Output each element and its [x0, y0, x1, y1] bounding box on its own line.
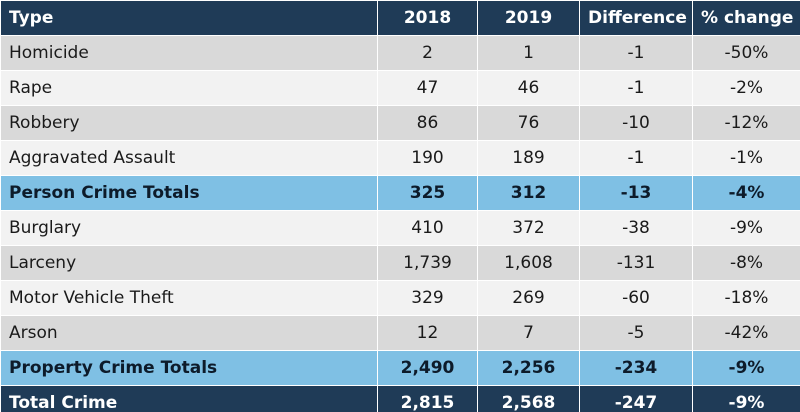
header-type: Type [0, 0, 378, 36]
cell-type: Total Crime [0, 385, 378, 412]
cell-2018: 1,739 [377, 245, 478, 281]
cell-type: Robbery [0, 105, 378, 141]
cell-difference: -1 [579, 70, 693, 106]
cell-pct-change: -18% [692, 280, 800, 316]
cell-type: Property Crime Totals [0, 350, 378, 386]
header-pct-change: % change [692, 0, 800, 36]
cell-2019: 2,256 [477, 350, 580, 386]
table-row: Motor Vehicle Theft 329 269 -60 -18% [0, 280, 800, 316]
cell-difference: -60 [579, 280, 693, 316]
cell-type: Motor Vehicle Theft [0, 280, 378, 316]
table-row: Arson 12 7 -5 -42% [0, 315, 800, 351]
cell-difference: -1 [579, 35, 693, 71]
cell-2018: 410 [377, 210, 478, 246]
cell-difference: -38 [579, 210, 693, 246]
header-row: Type 2018 2019 Difference % change [0, 0, 800, 36]
cell-pct-change: -2% [692, 70, 800, 106]
cell-difference: -13 [579, 175, 693, 211]
cell-type: Person Crime Totals [0, 175, 378, 211]
cell-pct-change: -42% [692, 315, 800, 351]
cell-pct-change: -12% [692, 105, 800, 141]
cell-difference: -1 [579, 140, 693, 176]
cell-type: Burglary [0, 210, 378, 246]
cell-2018: 2,815 [377, 385, 478, 412]
subtotal-row-person: Person Crime Totals 325 312 -13 -4% [0, 175, 800, 211]
table-row: Burglary 410 372 -38 -9% [0, 210, 800, 246]
cell-pct-change: -9% [692, 350, 800, 386]
cell-pct-change: -9% [692, 210, 800, 246]
cell-2018: 325 [377, 175, 478, 211]
cell-2019: 46 [477, 70, 580, 106]
cell-2019: 2,568 [477, 385, 580, 412]
cell-2019: 7 [477, 315, 580, 351]
cell-difference: -247 [579, 385, 693, 412]
cell-2019: 1,608 [477, 245, 580, 281]
cell-pct-change: -4% [692, 175, 800, 211]
cell-2018: 2,490 [377, 350, 478, 386]
cell-difference: -131 [579, 245, 693, 281]
cell-type: Arson [0, 315, 378, 351]
cell-difference: -234 [579, 350, 693, 386]
header-2018: 2018 [377, 0, 478, 36]
cell-pct-change: -9% [692, 385, 800, 412]
cell-difference: -10 [579, 105, 693, 141]
cell-type: Rape [0, 70, 378, 106]
table-row: Homicide 2 1 -1 -50% [0, 35, 800, 71]
cell-2018: 12 [377, 315, 478, 351]
cell-2019: 269 [477, 280, 580, 316]
header-2019: 2019 [477, 0, 580, 36]
header-difference: Difference [579, 0, 693, 36]
cell-2018: 190 [377, 140, 478, 176]
cell-2019: 372 [477, 210, 580, 246]
cell-2019: 1 [477, 35, 580, 71]
table-row: Rape 47 46 -1 -2% [0, 70, 800, 106]
cell-2018: 47 [377, 70, 478, 106]
cell-difference: -5 [579, 315, 693, 351]
cell-pct-change: -8% [692, 245, 800, 281]
cell-type: Larceny [0, 245, 378, 281]
table-row: Aggravated Assault 190 189 -1 -1% [0, 140, 800, 176]
cell-pct-change: -1% [692, 140, 800, 176]
cell-pct-change: -50% [692, 35, 800, 71]
cell-2019: 76 [477, 105, 580, 141]
cell-type: Homicide [0, 35, 378, 71]
cell-2019: 189 [477, 140, 580, 176]
cell-2019: 312 [477, 175, 580, 211]
table-row: Larceny 1,739 1,608 -131 -8% [0, 245, 800, 281]
table-row: Robbery 86 76 -10 -12% [0, 105, 800, 141]
cell-type: Aggravated Assault [0, 140, 378, 176]
subtotal-row-property: Property Crime Totals 2,490 2,256 -234 -… [0, 350, 800, 386]
grand-total-row: Total Crime 2,815 2,568 -247 -9% [0, 385, 800, 412]
cell-2018: 86 [377, 105, 478, 141]
cell-2018: 329 [377, 280, 478, 316]
cell-2018: 2 [377, 35, 478, 71]
